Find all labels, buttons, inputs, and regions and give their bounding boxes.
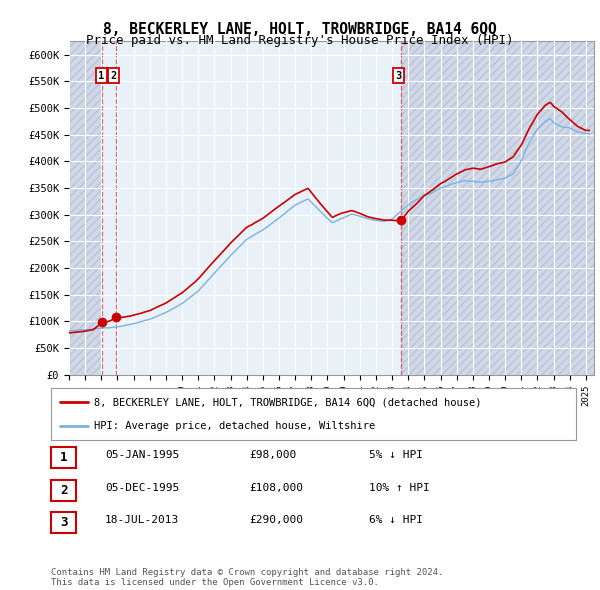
Text: 8, BECKERLEY LANE, HOLT, TROWBRIDGE, BA14 6QQ: 8, BECKERLEY LANE, HOLT, TROWBRIDGE, BA1… — [103, 22, 497, 37]
Text: £290,000: £290,000 — [249, 516, 303, 525]
Text: 3: 3 — [60, 516, 67, 529]
Text: Contains HM Land Registry data © Crown copyright and database right 2024.
This d: Contains HM Land Registry data © Crown c… — [51, 568, 443, 587]
Text: 05-JAN-1995: 05-JAN-1995 — [105, 451, 179, 460]
Text: Price paid vs. HM Land Registry's House Price Index (HPI): Price paid vs. HM Land Registry's House … — [86, 34, 514, 47]
Text: £108,000: £108,000 — [249, 483, 303, 493]
Text: 10% ↑ HPI: 10% ↑ HPI — [369, 483, 430, 493]
Text: 5% ↓ HPI: 5% ↓ HPI — [369, 451, 423, 460]
Bar — [101, 41, 401, 375]
Text: 2: 2 — [110, 71, 116, 81]
Text: 6% ↓ HPI: 6% ↓ HPI — [369, 516, 423, 525]
Text: 8, BECKERLEY LANE, HOLT, TROWBRIDGE, BA14 6QQ (detached house): 8, BECKERLEY LANE, HOLT, TROWBRIDGE, BA1… — [94, 397, 482, 407]
Text: 18-JUL-2013: 18-JUL-2013 — [105, 516, 179, 525]
Text: 05-DEC-1995: 05-DEC-1995 — [105, 483, 179, 493]
Text: 1: 1 — [60, 451, 67, 464]
Text: 1: 1 — [98, 71, 104, 81]
Text: HPI: Average price, detached house, Wiltshire: HPI: Average price, detached house, Wilt… — [94, 421, 376, 431]
Text: £98,000: £98,000 — [249, 451, 296, 460]
Text: 3: 3 — [395, 71, 401, 81]
Text: 2: 2 — [60, 484, 67, 497]
Bar — [69, 41, 101, 375]
Bar — [401, 41, 594, 375]
